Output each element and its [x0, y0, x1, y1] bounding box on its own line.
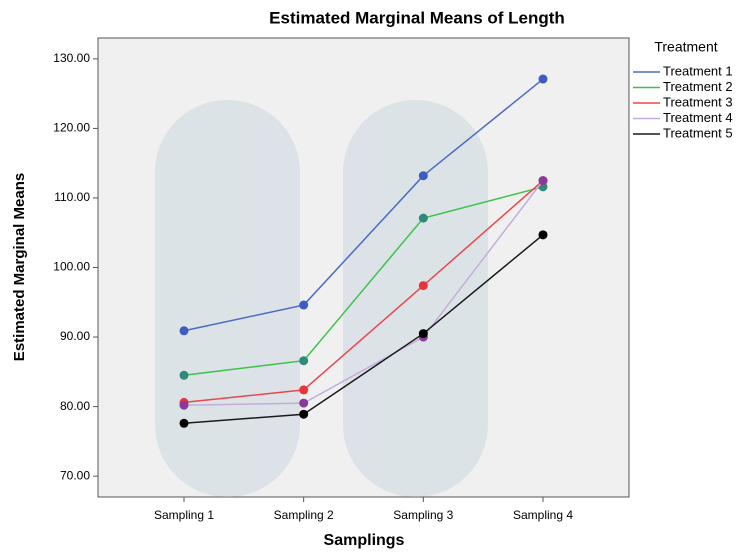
- data-point: [538, 230, 548, 240]
- y-tick-label: 80.00: [60, 399, 90, 413]
- y-tick-label: 100.00: [53, 260, 90, 274]
- legend-title: Treatment: [654, 39, 717, 55]
- watermark: [155, 100, 488, 497]
- data-point: [299, 398, 309, 408]
- y-tick-label: 130.00: [53, 51, 90, 65]
- data-point: [418, 329, 428, 339]
- chart-title: Estimated Marginal Means of Length: [269, 8, 565, 27]
- legend-label: Treatment 2: [663, 79, 733, 94]
- data-point: [299, 409, 309, 419]
- y-tick-label: 90.00: [60, 329, 90, 343]
- y-tick-label: 110.00: [54, 190, 90, 204]
- x-tick-label: Sampling 2: [274, 508, 334, 522]
- y-tick-label: 120.00: [53, 121, 90, 135]
- data-point: [538, 74, 548, 84]
- series-line: [183, 180, 544, 404]
- x-tick-label: Sampling 3: [393, 508, 453, 522]
- data-point: [418, 281, 428, 291]
- data-point: [179, 400, 189, 410]
- legend-label: Treatment 1: [663, 63, 733, 78]
- series-line: [183, 186, 544, 377]
- series-line: [183, 180, 544, 406]
- legend-label: Treatment 4: [663, 110, 733, 125]
- y-tick-label: 70.00: [60, 468, 90, 482]
- data-point: [179, 326, 189, 336]
- series-line: [183, 234, 544, 425]
- legend-label: Treatment 5: [663, 125, 733, 140]
- data-point: [299, 385, 309, 395]
- x-axis-title: Samplings: [324, 532, 405, 549]
- data-point: [179, 370, 189, 380]
- series-line: [183, 78, 544, 332]
- x-tick-label: Sampling 4: [513, 508, 573, 522]
- x-tick-label: Sampling 1: [154, 508, 214, 522]
- legend-label: Treatment 3: [663, 94, 733, 109]
- data-point: [538, 176, 548, 186]
- data-point: [179, 418, 189, 428]
- data-point: [299, 300, 309, 310]
- data-point: [418, 213, 428, 223]
- data-point: [299, 356, 309, 366]
- watermark-shape: [155, 100, 300, 497]
- watermark-shape: [343, 100, 488, 497]
- y-axis-title: Estimated Marginal Means: [11, 173, 28, 361]
- data-point: [418, 171, 428, 181]
